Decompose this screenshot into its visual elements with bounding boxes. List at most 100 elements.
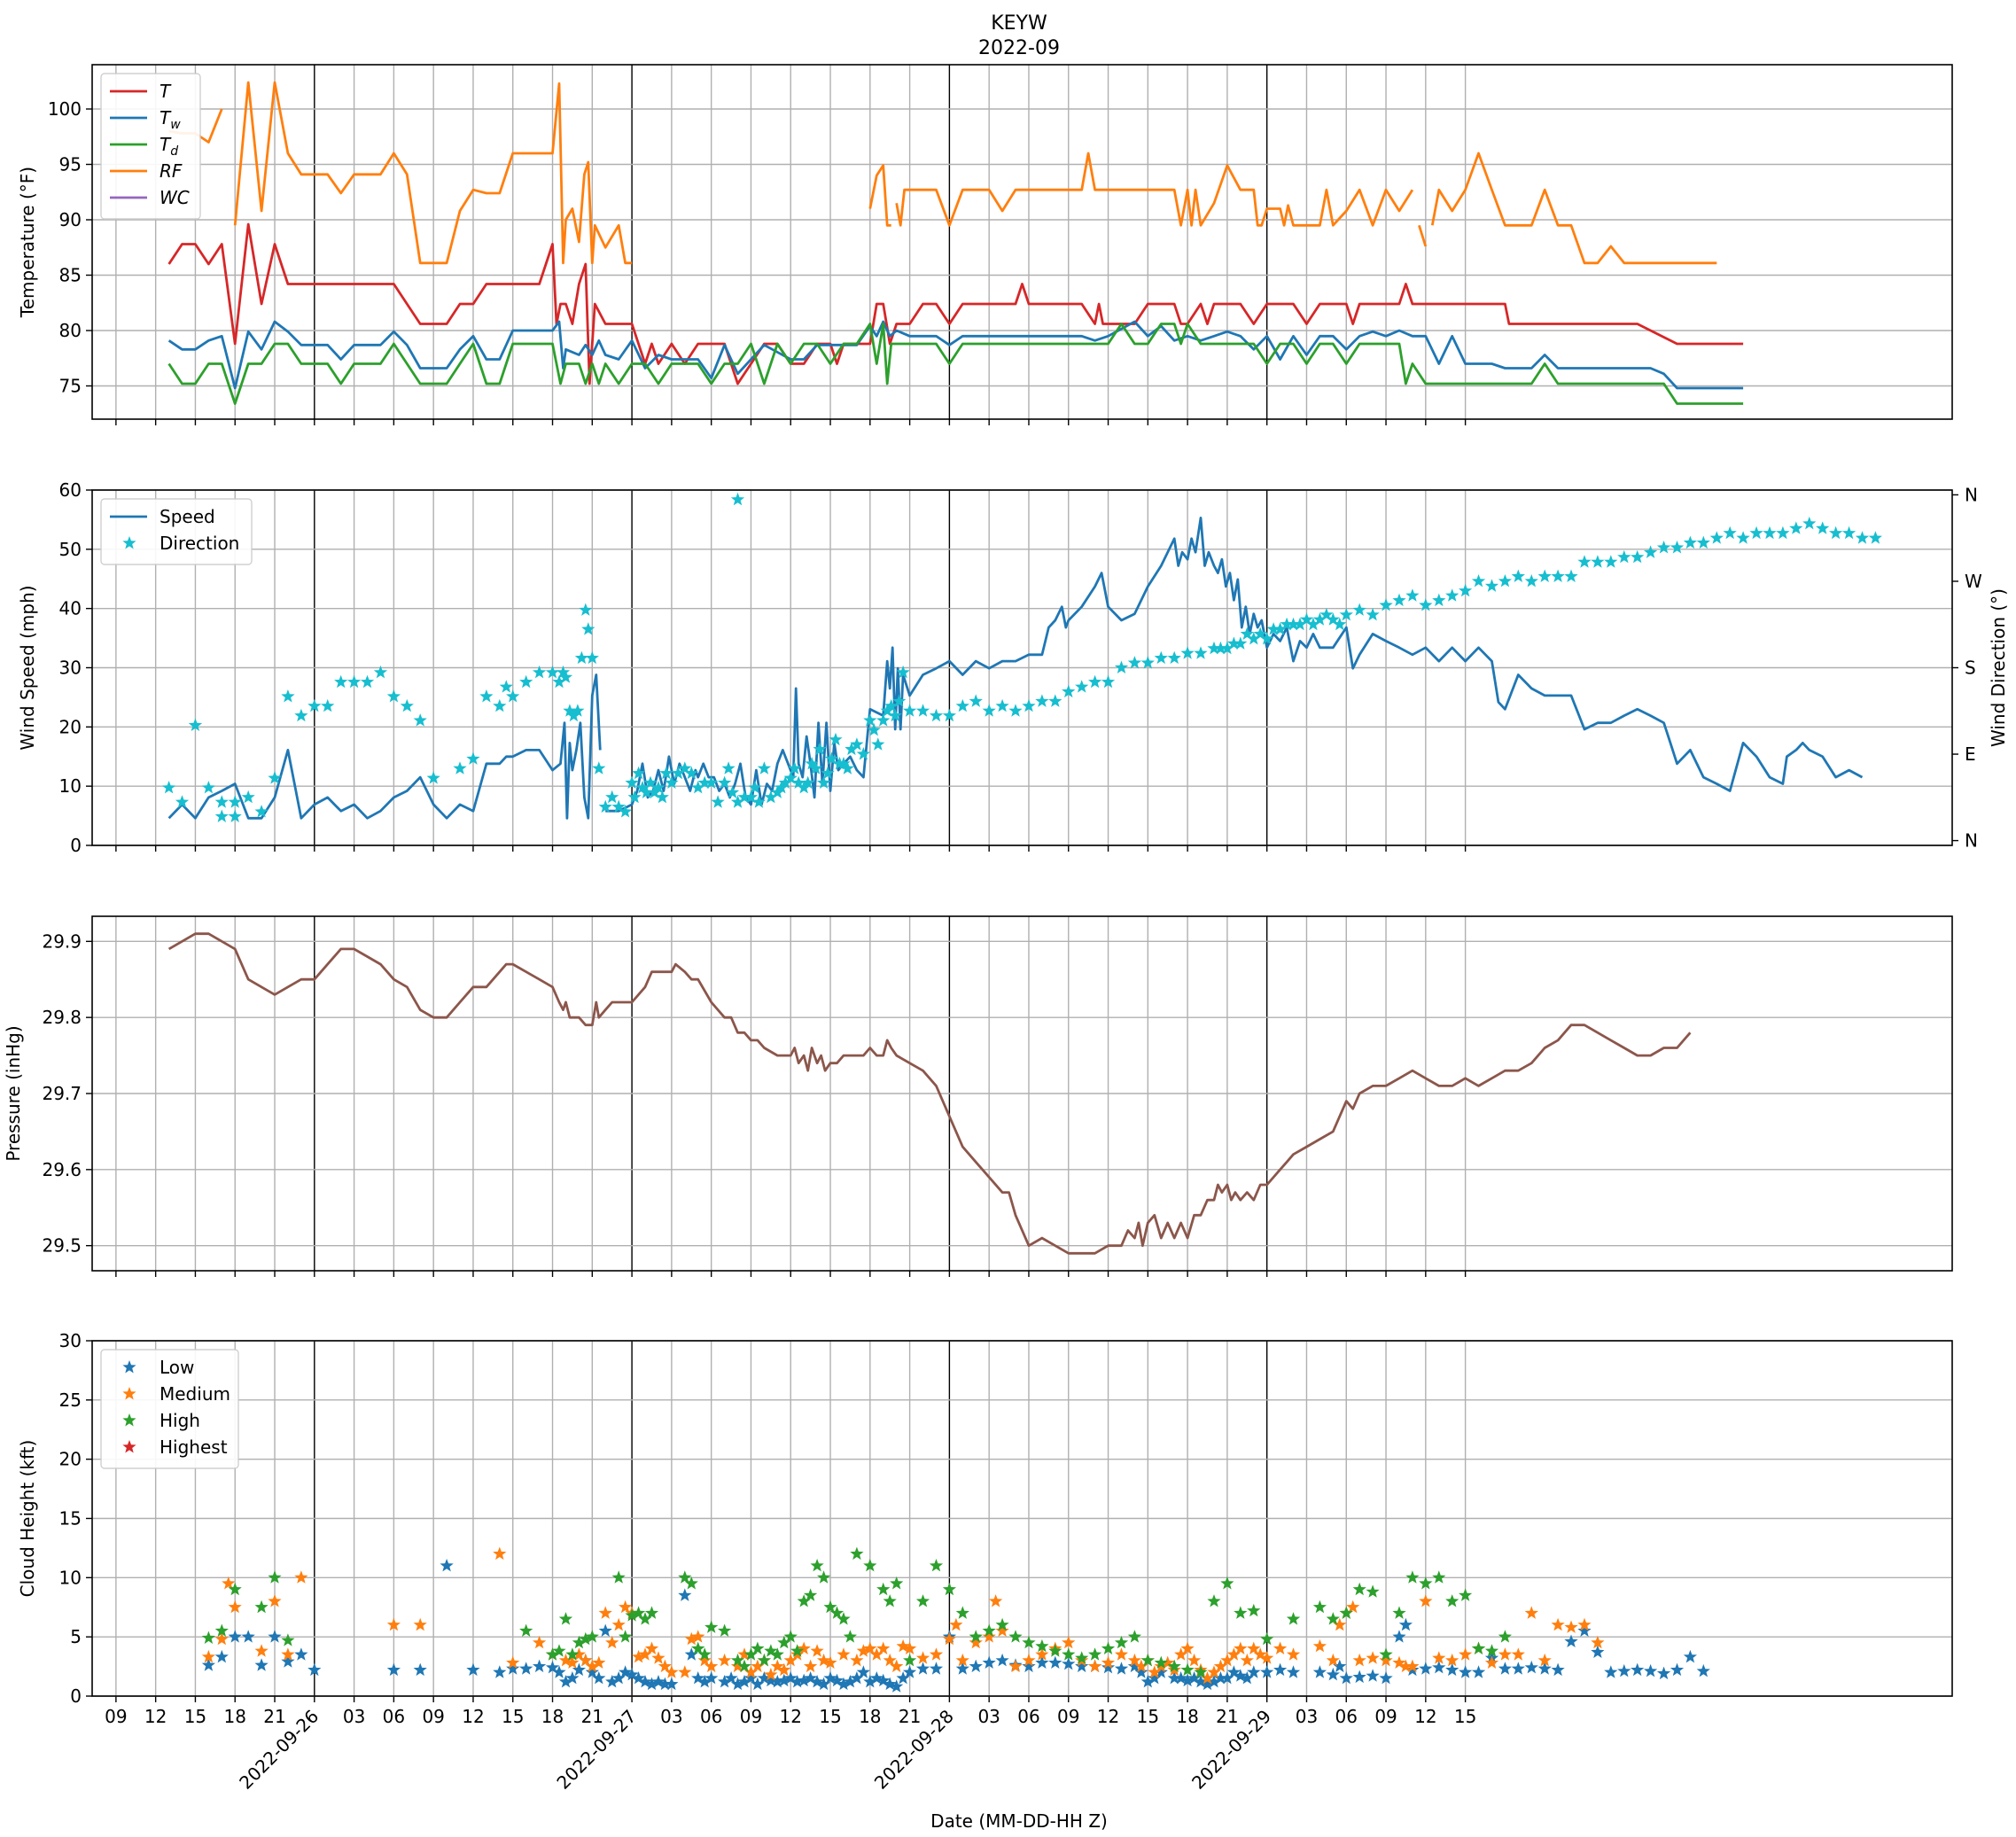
series-medium-point [678, 1665, 692, 1678]
series-direction-point [1656, 541, 1671, 554]
series-direction-point [845, 742, 859, 756]
series-direction-point [214, 795, 229, 808]
y-right-tick-label: W [1965, 571, 1982, 592]
series-low-point [737, 1675, 751, 1688]
series-low-point [1286, 1665, 1301, 1678]
series-direction-point [1551, 569, 1565, 582]
series-direction-point [871, 737, 885, 751]
series-direction-point [813, 742, 827, 756]
series-high-point [1312, 1600, 1327, 1614]
series-medium-point [1484, 1655, 1499, 1669]
series-medium-point [1346, 1600, 1360, 1614]
series-direction-point [632, 766, 646, 780]
x-tick-label: 21 [899, 1706, 921, 1727]
series-medium-point [915, 1651, 930, 1664]
series-direction-point [1644, 545, 1658, 558]
series-medium-point [989, 1594, 1003, 1607]
series-medium-point [1226, 1647, 1241, 1661]
series-medium-point [783, 1653, 798, 1667]
series-direction-point [1194, 646, 1208, 659]
y-tick-label: 15 [59, 1508, 82, 1530]
series-low-point [1312, 1665, 1327, 1678]
x-tick-label: 03 [1296, 1706, 1318, 1727]
series-low-point [863, 1675, 877, 1688]
y-tick-label: 80 [59, 320, 82, 341]
series-high-point [837, 1612, 851, 1625]
series-direction-point [1392, 593, 1406, 607]
series-high-point [823, 1600, 837, 1614]
legend-item-low: Low [122, 1357, 194, 1378]
series-low-point [691, 1671, 705, 1685]
series-direction-point [659, 766, 673, 780]
y-tick-label: 10 [59, 1567, 82, 1588]
series-direction-point [605, 790, 619, 804]
axes-frame [91, 489, 1953, 846]
series-low-point [605, 1675, 619, 1688]
series-direction-point [566, 708, 580, 722]
series-direction-point [1180, 646, 1195, 659]
series-low-point [777, 1673, 791, 1687]
series-direction-point [821, 766, 835, 780]
series-direction-point [413, 713, 427, 727]
series-direction-point [585, 650, 599, 665]
series-high-point [1459, 1588, 1473, 1601]
series-direction-point [751, 795, 766, 808]
series-direction-point [743, 790, 759, 804]
series-low-point [724, 1671, 738, 1685]
series-direction-point [1816, 521, 1830, 534]
series-high-point [1445, 1594, 1459, 1607]
series-direction-point [718, 775, 732, 789]
series-direction-point [1352, 603, 1366, 616]
series-low-point [632, 1671, 646, 1685]
series-direction-point [1213, 641, 1227, 655]
series-direction-point [1247, 632, 1261, 645]
series-direction-point [1048, 694, 1062, 707]
series-direction-point [797, 781, 811, 794]
series-direction-point [1511, 569, 1525, 582]
chart-subtitle: 2022-09 [978, 37, 1060, 59]
panel-4: 0 5 10 15 20 25 30 Cloud Height (kft) Low Medium H… [17, 1330, 1953, 1794]
series-direction-point [1591, 555, 1605, 568]
series-medium-point [1088, 1659, 1102, 1673]
series-medium-point [1366, 1651, 1380, 1664]
series-direction-point [1855, 531, 1870, 544]
series-medium-point [797, 1641, 811, 1654]
series-direction-point [884, 698, 899, 712]
series-direction-point [1802, 516, 1817, 530]
series-low-point [585, 1665, 599, 1678]
series-medium-point [579, 1653, 593, 1667]
series-direction-point [704, 775, 719, 789]
series-low-point [619, 1665, 633, 1678]
series-medium-point [585, 1659, 599, 1673]
y-right-axis-label: Wind Direction (°) [1988, 588, 2009, 747]
series-direction-point [942, 708, 956, 722]
series-high-point [876, 1582, 891, 1596]
series-medium-point [684, 1631, 698, 1646]
series-medium-point [863, 1641, 877, 1654]
series-direction-point [1564, 569, 1578, 582]
series-direction-point [1280, 617, 1294, 631]
series-direction-point [915, 704, 930, 717]
series-direction-point [863, 713, 877, 727]
legend-item-t: Tw [110, 107, 181, 132]
legend-item-direction: Direction [122, 533, 239, 554]
series-high-point [1167, 1659, 1181, 1673]
series-direction-point [1101, 674, 1116, 689]
series-low-point [684, 1647, 698, 1661]
series-medium-point [955, 1653, 969, 1667]
series-medium-point [1174, 1647, 1188, 1661]
series-direction-point [1273, 622, 1288, 635]
series-low-point [1419, 1662, 1433, 1675]
series-low-point [1213, 1671, 1227, 1685]
series-medium-point [1180, 1641, 1195, 1654]
series-direction-point [824, 751, 839, 765]
series-medium-point [1312, 1639, 1327, 1653]
series-high-point [228, 1582, 242, 1596]
series-medium-point [1459, 1647, 1473, 1661]
series-high-point [1366, 1584, 1380, 1598]
series-medium-point [823, 1655, 837, 1669]
series-high-point [552, 1644, 566, 1657]
series-medium-point [1352, 1653, 1366, 1667]
series-direction-point [1312, 612, 1327, 626]
